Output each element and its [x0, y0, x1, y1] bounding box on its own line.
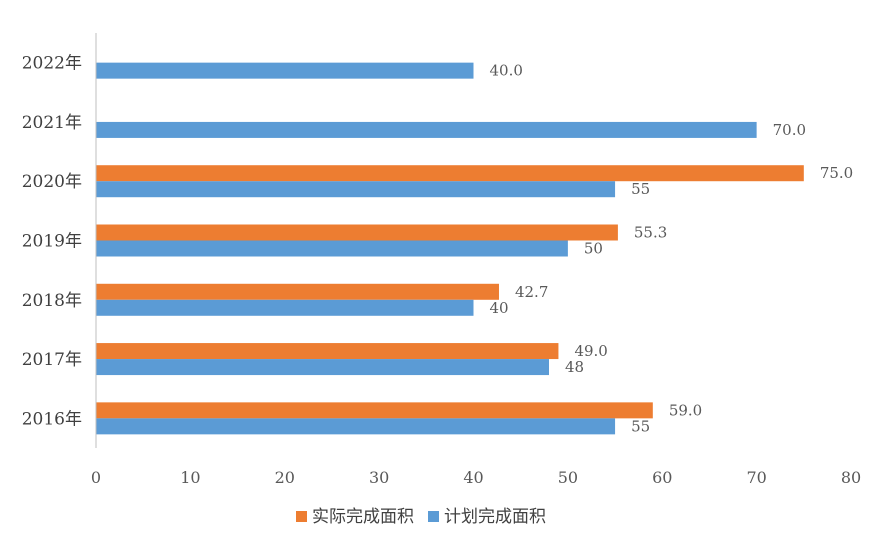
category-label: 2022年 [22, 54, 82, 74]
x-tick-label: 30 [369, 468, 389, 487]
data-labels-layer: 59.0 55 49.048 42.7 40 55.3 50 75.0 55 70.0 40.0 [490, 62, 854, 436]
data-label: 48 [565, 358, 584, 376]
category-label: 2020年 [22, 172, 82, 192]
data-label: 75.0 [820, 164, 853, 182]
data-label: 55 [631, 417, 650, 435]
bar-actual [96, 165, 804, 182]
bar-actual [96, 224, 618, 241]
data-label: 59.0 [669, 401, 702, 419]
bar-planned [96, 359, 549, 376]
bar-planned [96, 121, 757, 138]
bar-planned [96, 240, 568, 257]
x-tick-label: 50 [558, 468, 578, 487]
bar-planned [96, 62, 474, 79]
legend-swatch-actual [296, 511, 307, 522]
x-tick-label: 80 [841, 468, 861, 487]
data-label: 55.3 [634, 224, 667, 242]
bar-actual [96, 343, 559, 360]
data-label: 70.0 [773, 121, 806, 139]
bar-planned [96, 299, 474, 316]
x-tick-label: 60 [652, 468, 672, 487]
x-tick-label: 0 [91, 468, 101, 487]
bar-actual [96, 402, 653, 419]
x-tick-label: 40 [463, 468, 483, 487]
category-label: 2019年 [22, 232, 82, 252]
data-label: 49.0 [574, 342, 607, 360]
legend-label-planned: 计划完成面积 [444, 507, 546, 527]
data-label: 42.7 [515, 283, 548, 301]
category-labels-layer: 2016年 2017年 2018年 2019年 2020年 2021年 2022年 [22, 54, 82, 430]
bar-planned [96, 181, 616, 198]
data-label: 40 [490, 299, 509, 317]
category-label: 2016年 [22, 409, 82, 429]
category-label: 2017年 [22, 350, 82, 370]
category-label: 2018年 [22, 291, 82, 311]
x-tick-labels-layer: 0 10 20 30 40 50 60 70 80 [91, 468, 861, 487]
category-label: 2021年 [22, 113, 82, 133]
legend: 实际完成面积 计划完成面积 [296, 507, 546, 527]
data-label: 55 [631, 180, 650, 198]
bar-planned [96, 418, 616, 435]
legend-label-actual: 实际完成面积 [312, 507, 414, 527]
bars-layer [96, 62, 804, 435]
x-tick-label: 20 [275, 468, 295, 487]
x-tick-label: 10 [180, 468, 200, 487]
bar-actual [96, 283, 499, 300]
data-label: 40.0 [490, 62, 523, 80]
legend-swatch-planned [428, 511, 439, 522]
x-tick-label: 70 [746, 468, 766, 487]
data-label: 50 [584, 240, 603, 258]
